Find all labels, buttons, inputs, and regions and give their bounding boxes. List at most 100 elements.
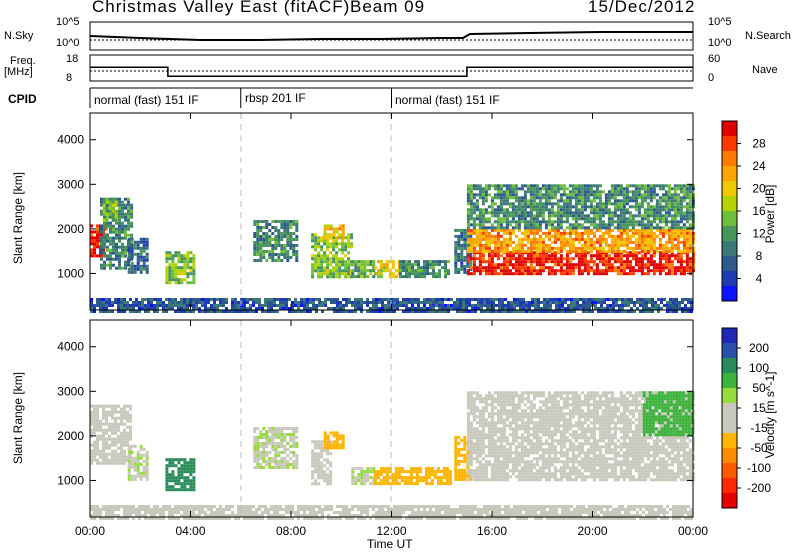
heatmap-cell — [183, 257, 187, 261]
heatmap-cell — [286, 226, 290, 229]
heatmap-cell — [289, 220, 293, 223]
heatmap-cell — [253, 439, 257, 442]
heatmap-cell — [577, 257, 581, 261]
heatmap-cell — [601, 257, 605, 261]
heatmap-cell — [670, 231, 674, 235]
heatmap-cell — [121, 200, 124, 204]
heatmap-cell — [285, 301, 288, 304]
heatmap-cell — [354, 266, 358, 270]
heatmap-cell — [457, 441, 461, 445]
heatmap-cell — [189, 488, 193, 492]
heatmap-cell — [183, 310, 186, 313]
heatmap-cell — [499, 223, 503, 227]
heatmap-cell — [673, 237, 677, 241]
heatmap-cell — [436, 467, 440, 471]
heatmap-cell — [141, 304, 144, 307]
heatmap-cell — [559, 243, 563, 247]
heatmap-cell — [336, 307, 339, 310]
heatmap-cell — [414, 307, 417, 310]
heatmap-cell — [595, 190, 599, 194]
heatmap-cell — [330, 298, 333, 301]
heatmap-cell — [390, 298, 393, 301]
heatmap-cell — [492, 304, 495, 307]
heatmap-cell — [326, 452, 330, 456]
heatmap-cell — [649, 226, 653, 230]
heatmap-cell — [103, 260, 106, 264]
heatmap-cell — [403, 476, 407, 480]
heatmap-cell — [543, 310, 546, 313]
heatmap-cell — [619, 272, 623, 276]
heatmap-cell — [613, 214, 617, 218]
heatmap-cell — [562, 228, 566, 232]
heatmap-cell — [117, 304, 120, 307]
heatmap-cell — [570, 298, 573, 301]
heatmap-cell — [595, 205, 599, 209]
heatmap-cell — [472, 400, 476, 404]
heatmap-cell — [274, 445, 278, 448]
heatmap-cell — [357, 301, 360, 304]
heatmap-cell — [478, 397, 482, 401]
heatmap-cell — [634, 190, 638, 194]
heatmap-cell — [589, 246, 593, 250]
heatmap-cell — [480, 301, 483, 304]
heatmap-cell — [123, 449, 126, 453]
heatmap-cell — [271, 442, 275, 445]
heatmap-cell — [634, 251, 638, 255]
heatmap-cell — [682, 205, 686, 209]
heatmap-cell — [311, 461, 315, 465]
heatmap-cell — [466, 217, 470, 221]
heatmap-cell — [344, 236, 348, 240]
heatmap-cell — [472, 257, 476, 261]
heatmap-cell — [586, 272, 590, 276]
heatmap-cell — [517, 257, 521, 261]
heatmap-cell — [595, 237, 599, 241]
heatmap-cell — [688, 202, 692, 206]
heatmap-cell — [189, 260, 193, 264]
heatmap-cell — [112, 257, 115, 261]
heatmap-cell — [133, 468, 137, 472]
heatmap-cell — [547, 266, 551, 270]
heatmap-cell — [546, 307, 549, 310]
heatmap-cell — [580, 223, 584, 227]
heatmap-cell — [496, 196, 500, 200]
heatmap-cell — [382, 479, 386, 483]
heatmap-cell — [246, 301, 249, 304]
heatmap-cell — [526, 228, 530, 232]
heatmap-cell — [619, 254, 623, 258]
heatmap-cell — [487, 260, 491, 264]
heatmap-cell — [291, 301, 294, 304]
heatmap-cell — [114, 452, 117, 456]
heatmap-cell — [673, 184, 677, 188]
heatmap-cell — [430, 470, 434, 474]
heatmap-cell — [646, 205, 650, 209]
heatmap-cell — [571, 205, 575, 209]
heatmap-cell — [338, 233, 342, 237]
heatmap-cell — [289, 433, 293, 436]
heatmap-cell — [280, 442, 284, 445]
heatmap-cell — [529, 272, 533, 276]
heatmap-cell — [280, 223, 284, 226]
heatmap-cell — [514, 243, 518, 247]
heatmap-cell — [423, 263, 426, 267]
heatmap-cell — [559, 184, 563, 188]
heatmap-cell — [366, 301, 369, 304]
heatmap-cell — [423, 260, 426, 264]
heatmap-cell — [622, 187, 626, 191]
heatmap-cell — [133, 240, 137, 244]
heatmap-cell — [189, 301, 192, 304]
heatmap-cell — [553, 263, 557, 267]
heatmap-cell — [607, 254, 611, 258]
heatmap-cell — [274, 229, 278, 232]
heatmap-cell — [338, 260, 342, 264]
heatmap-cell — [508, 214, 512, 218]
heatmap-cell — [444, 260, 447, 264]
heatmap-cell — [511, 272, 515, 276]
heatmap-cell — [496, 220, 500, 224]
heatmap-cell — [568, 190, 572, 194]
heatmap-cell — [562, 187, 566, 191]
heatmap-cell — [117, 455, 120, 459]
heatmap-cell — [93, 458, 96, 462]
heatmap-cell — [469, 409, 473, 413]
heatmap-cell — [111, 410, 114, 414]
heatmap-cell — [484, 199, 488, 203]
